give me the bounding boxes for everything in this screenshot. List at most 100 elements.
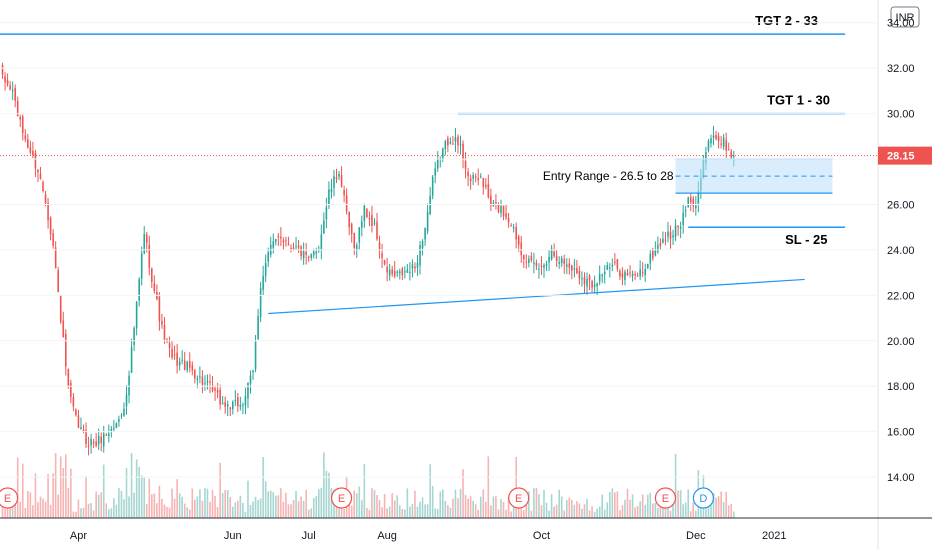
volume-bar bbox=[543, 489, 545, 518]
candle-body bbox=[682, 212, 684, 226]
candle-body bbox=[477, 178, 480, 180]
volume-bar bbox=[305, 489, 307, 518]
candle-body bbox=[237, 397, 239, 407]
volume-bar bbox=[75, 511, 77, 518]
volume-bar bbox=[545, 502, 548, 518]
candle-body bbox=[100, 436, 103, 444]
candle-body bbox=[512, 227, 515, 229]
volume-bar bbox=[145, 503, 148, 518]
time-tick-label: Dec bbox=[686, 530, 706, 542]
candle-body bbox=[649, 253, 652, 264]
volume-bar bbox=[37, 502, 39, 518]
volume-bar bbox=[684, 502, 687, 518]
volume-bar bbox=[565, 500, 568, 518]
candle-body bbox=[328, 189, 330, 206]
volume-bar bbox=[171, 488, 173, 518]
candle-body bbox=[90, 439, 92, 446]
volume-bar bbox=[525, 503, 528, 518]
candle-body bbox=[677, 226, 679, 228]
earnings-marker[interactable] bbox=[508, 487, 530, 509]
volume-bar bbox=[639, 501, 641, 518]
support-trendline[interactable] bbox=[268, 278, 805, 315]
candle-body bbox=[133, 328, 135, 345]
candle-body bbox=[85, 430, 87, 445]
candle-body bbox=[659, 243, 662, 246]
volume-bar bbox=[396, 495, 399, 518]
time-tick-label: Apr bbox=[70, 530, 87, 542]
volume-bar bbox=[505, 509, 507, 518]
volume-bar bbox=[517, 508, 520, 518]
volume-bar bbox=[267, 491, 270, 518]
volume-bar bbox=[244, 511, 247, 518]
candle-body bbox=[229, 407, 232, 410]
volume-bar bbox=[158, 485, 161, 518]
entry-zone-box[interactable] bbox=[675, 159, 833, 194]
candle-body bbox=[29, 147, 32, 153]
candle-body bbox=[550, 248, 553, 260]
candle-body bbox=[555, 255, 558, 262]
candle-body bbox=[411, 264, 414, 269]
volume-bar bbox=[388, 506, 391, 518]
volume-bar bbox=[571, 499, 573, 518]
volume-bar bbox=[348, 498, 350, 518]
volume-bar bbox=[490, 505, 492, 518]
volume-bar bbox=[492, 496, 495, 518]
candle-body bbox=[361, 221, 363, 228]
candle-body bbox=[214, 388, 216, 391]
candle-body bbox=[631, 273, 634, 277]
price-tick-label: 14.00 bbox=[887, 472, 915, 484]
volume-bar bbox=[118, 488, 120, 518]
level-label: TGT 2 - 33 bbox=[755, 13, 818, 28]
volume-bar bbox=[646, 494, 649, 518]
volume-bar bbox=[4, 508, 6, 518]
volume-bar bbox=[563, 510, 566, 518]
volume-bar bbox=[282, 501, 285, 518]
candle-body bbox=[310, 254, 313, 258]
candle-body bbox=[257, 316, 259, 340]
candle-body bbox=[641, 272, 644, 274]
volume-bar bbox=[659, 499, 662, 518]
candle-body bbox=[652, 250, 654, 259]
volume-bar bbox=[707, 499, 710, 518]
candle-body bbox=[252, 370, 254, 373]
candle-body bbox=[161, 320, 163, 325]
candle-body bbox=[211, 385, 214, 391]
candle-body bbox=[538, 268, 540, 270]
volume-bar bbox=[462, 469, 464, 518]
earnings-marker[interactable] bbox=[0, 487, 19, 509]
volume-bar bbox=[581, 508, 583, 518]
volume-bar bbox=[662, 499, 664, 518]
candle-body bbox=[639, 269, 641, 277]
earnings-marker[interactable] bbox=[654, 487, 677, 509]
volume-bar bbox=[123, 499, 125, 518]
dividend-marker[interactable] bbox=[692, 487, 715, 509]
earnings-marker[interactable] bbox=[330, 487, 353, 509]
candle-body bbox=[34, 152, 37, 169]
volume-bar bbox=[548, 510, 550, 518]
dividend-marker-label: D bbox=[699, 493, 707, 505]
candle-body bbox=[378, 242, 381, 251]
candle-body bbox=[244, 396, 247, 406]
volume-bar bbox=[401, 509, 404, 518]
candle-body bbox=[62, 320, 65, 338]
candle-body bbox=[97, 436, 100, 445]
candle-body bbox=[130, 347, 133, 373]
candle-body bbox=[325, 207, 328, 220]
volume-bar bbox=[183, 503, 186, 518]
candle-body bbox=[267, 252, 270, 262]
volume-bar bbox=[72, 511, 75, 518]
candle-body bbox=[606, 265, 609, 270]
candle-body bbox=[77, 415, 80, 428]
time-tick-label: Jun bbox=[224, 530, 242, 542]
currency-badge[interactable] bbox=[890, 6, 920, 28]
candle-body bbox=[247, 382, 249, 399]
volume-bar bbox=[199, 489, 201, 518]
candle-body bbox=[297, 245, 300, 248]
candle-body bbox=[350, 223, 353, 234]
volume-bar bbox=[611, 488, 614, 518]
candle-body bbox=[254, 341, 257, 369]
